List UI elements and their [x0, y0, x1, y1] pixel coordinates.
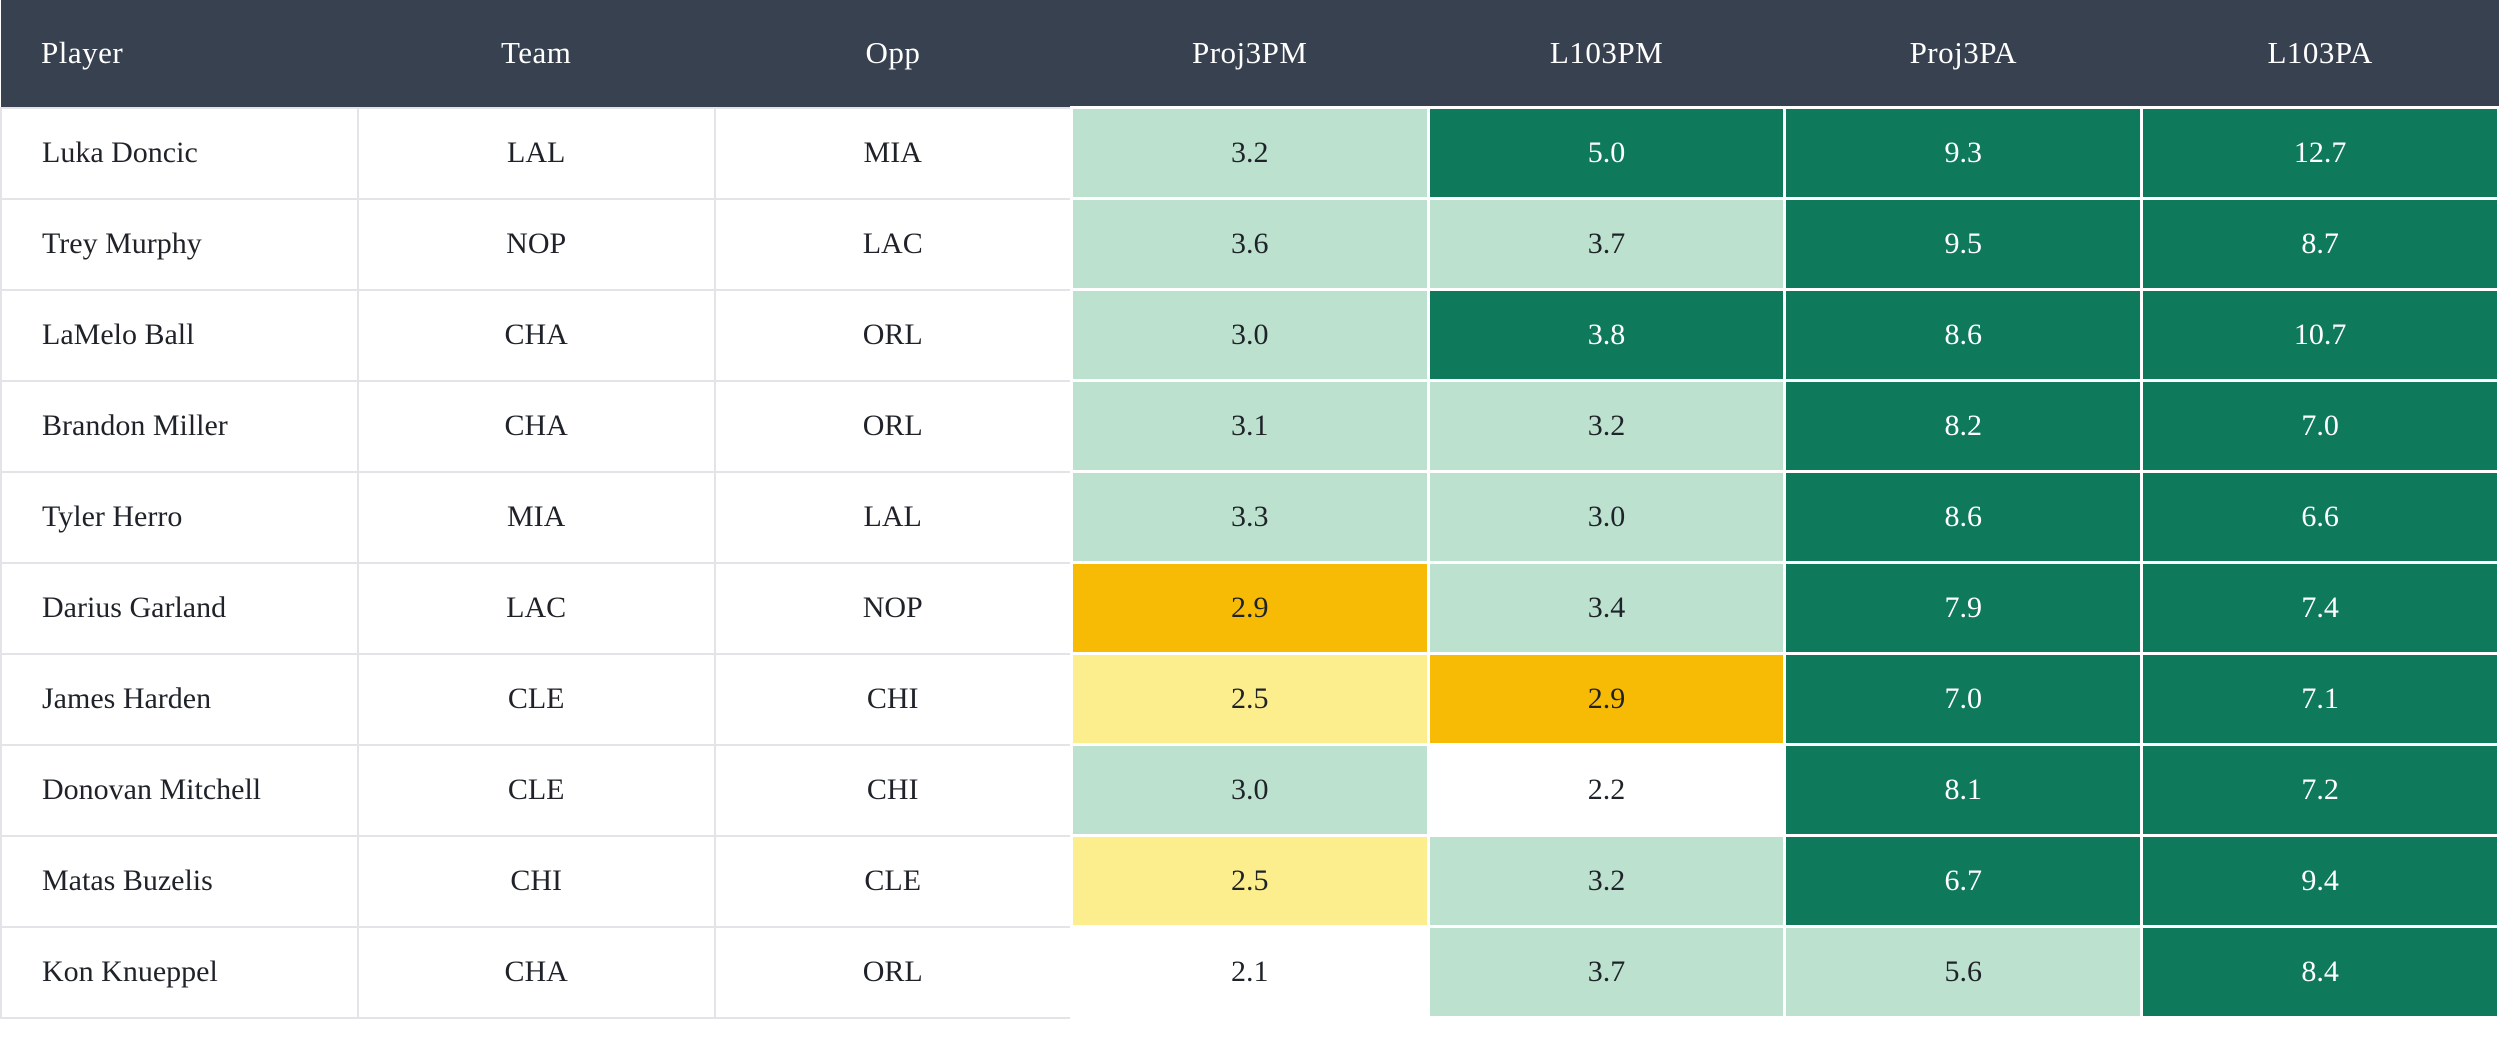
table-row: Kon Knueppel CHA ORL 2.1 3.7 5.6 8.4 [0, 925, 2500, 1019]
player-cell: James Harden [0, 653, 359, 746]
stat-cell-proj3pm: 2.5 [1069, 652, 1430, 746]
player-cell: Brandon Miller [0, 380, 359, 473]
column-header-proj3pm[interactable]: Proj3PM [1071, 0, 1429, 109]
player-projection-table: Player Team Opp Proj3PM L103PM Proj3PA L103PA … [0, 0, 2500, 1019]
opp-cell: NOP [714, 562, 1073, 655]
team-cell: CLE [357, 653, 716, 746]
stat-cell-proj3pa: 5.6 [1783, 925, 2144, 1019]
team-cell: MIA [357, 471, 716, 564]
stat-cell-proj3pa: 7.9 [1783, 561, 2144, 655]
team-cell: NOP [357, 198, 716, 291]
stat-cell-proj3pa: 8.6 [1783, 288, 2144, 382]
stat-cell-l103pa: 7.0 [2140, 379, 2500, 473]
stat-cell-l103pm: 3.2 [1426, 379, 1787, 473]
stat-cell-l103pa: 7.4 [2140, 561, 2500, 655]
table-row: Donovan Mitchell CLE CHI 3.0 2.2 8.1 7.2 [0, 743, 2500, 837]
opp-cell: CHI [714, 653, 1073, 746]
stat-cell-proj3pa: 8.1 [1783, 743, 2144, 837]
column-header-l103pm[interactable]: L103PM [1428, 0, 1785, 109]
team-cell: CHA [357, 380, 716, 473]
stat-cell-proj3pm: 3.0 [1069, 288, 1430, 382]
stat-cell-l103pm: 3.4 [1426, 561, 1787, 655]
opp-cell: LAL [714, 471, 1073, 564]
stat-cell-proj3pa: 9.3 [1783, 106, 2144, 200]
stat-cell-l103pa: 8.4 [2140, 925, 2500, 1019]
stat-cell-proj3pa: 8.6 [1783, 470, 2144, 564]
stat-cell-l103pm: 5.0 [1426, 106, 1787, 200]
column-header-team[interactable]: Team [357, 0, 715, 109]
stat-cell-l103pm: 3.8 [1426, 288, 1787, 382]
player-cell: Donovan Mitchell [0, 744, 359, 837]
table-row: Trey Murphy NOP LAC 3.6 3.7 9.5 8.7 [0, 197, 2500, 291]
opp-cell: ORL [714, 926, 1073, 1019]
stat-cell-l103pa: 7.1 [2140, 652, 2500, 746]
player-cell: Tyler Herro [0, 471, 359, 564]
team-cell: CHA [357, 289, 716, 382]
opp-cell: LAC [714, 198, 1073, 291]
stat-cell-proj3pa: 7.0 [1783, 652, 2144, 746]
stat-cell-l103pm: 2.9 [1426, 652, 1787, 746]
stat-cell-proj3pm: 2.1 [1069, 925, 1430, 1019]
stat-cell-proj3pa: 6.7 [1783, 834, 2144, 928]
table-row: Darius Garland LAC NOP 2.9 3.4 7.9 7.4 [0, 561, 2500, 655]
table-row: Matas Buzelis CHI CLE 2.5 3.2 6.7 9.4 [0, 834, 2500, 928]
stat-cell-l103pa: 6.6 [2140, 470, 2500, 564]
header-row: Player Team Opp Proj3PM L103PM Proj3PA L103PA [1, 0, 2499, 109]
team-cell: CLE [357, 744, 716, 837]
stat-cell-l103pm: 3.2 [1426, 834, 1787, 928]
stat-cell-l103pa: 9.4 [2140, 834, 2500, 928]
team-cell: LAL [357, 107, 716, 200]
opp-cell: ORL [714, 289, 1073, 382]
stat-cell-l103pa: 12.7 [2140, 106, 2500, 200]
stat-cell-l103pm: 3.7 [1426, 197, 1787, 291]
table-row: Tyler Herro MIA LAL 3.3 3.0 8.6 6.6 [0, 470, 2500, 564]
team-cell: CHA [357, 926, 716, 1019]
team-cell: CHI [357, 835, 716, 928]
table-row: LaMelo Ball CHA ORL 3.0 3.8 8.6 10.7 [0, 288, 2500, 382]
stat-cell-proj3pm: 3.2 [1069, 106, 1430, 200]
stat-cell-l103pa: 7.2 [2140, 743, 2500, 837]
player-cell: LaMelo Ball [0, 289, 359, 382]
stat-cell-proj3pm: 2.5 [1069, 834, 1430, 928]
opp-cell: CLE [714, 835, 1073, 928]
column-header-player[interactable]: Player [1, 0, 358, 109]
player-cell: Trey Murphy [0, 198, 359, 291]
stat-cell-proj3pa: 9.5 [1783, 197, 2144, 291]
column-header-l103pa[interactable]: L103PA [2141, 0, 2499, 109]
table-row: Luka Doncic LAL MIA 3.2 5.0 9.3 12.7 [0, 106, 2500, 200]
stat-cell-proj3pm: 3.1 [1069, 379, 1430, 473]
opp-cell: CHI [714, 744, 1073, 837]
player-cell: Darius Garland [0, 562, 359, 655]
column-header-opp[interactable]: Opp [714, 0, 1072, 109]
stat-cell-l103pm: 3.0 [1426, 470, 1787, 564]
stat-cell-l103pm: 2.2 [1426, 743, 1787, 837]
stat-cell-proj3pm: 2.9 [1069, 561, 1430, 655]
player-cell: Kon Knueppel [0, 926, 359, 1019]
stat-cell-proj3pm: 3.6 [1069, 197, 1430, 291]
table-body: Luka Doncic LAL MIA 3.2 5.0 9.3 12.7 Trey Murph… [0, 106, 2500, 1019]
stat-cell-proj3pm: 3.3 [1069, 470, 1430, 564]
column-header-proj3pa[interactable]: Proj3PA [1784, 0, 2142, 109]
player-cell: Luka Doncic [0, 107, 359, 200]
stat-cell-l103pa: 8.7 [2140, 197, 2500, 291]
opp-cell: ORL [714, 380, 1073, 473]
stat-cell-l103pa: 10.7 [2140, 288, 2500, 382]
stat-cell-proj3pm: 3.0 [1069, 743, 1430, 837]
team-cell: LAC [357, 562, 716, 655]
stat-cell-l103pm: 3.7 [1426, 925, 1787, 1019]
opp-cell: MIA [714, 107, 1073, 200]
stat-cell-proj3pa: 8.2 [1783, 379, 2144, 473]
table-row: James Harden CLE CHI 2.5 2.9 7.0 7.1 [0, 652, 2500, 746]
player-cell: Matas Buzelis [0, 835, 359, 928]
table-row: Brandon Miller CHA ORL 3.1 3.2 8.2 7.0 [0, 379, 2500, 473]
